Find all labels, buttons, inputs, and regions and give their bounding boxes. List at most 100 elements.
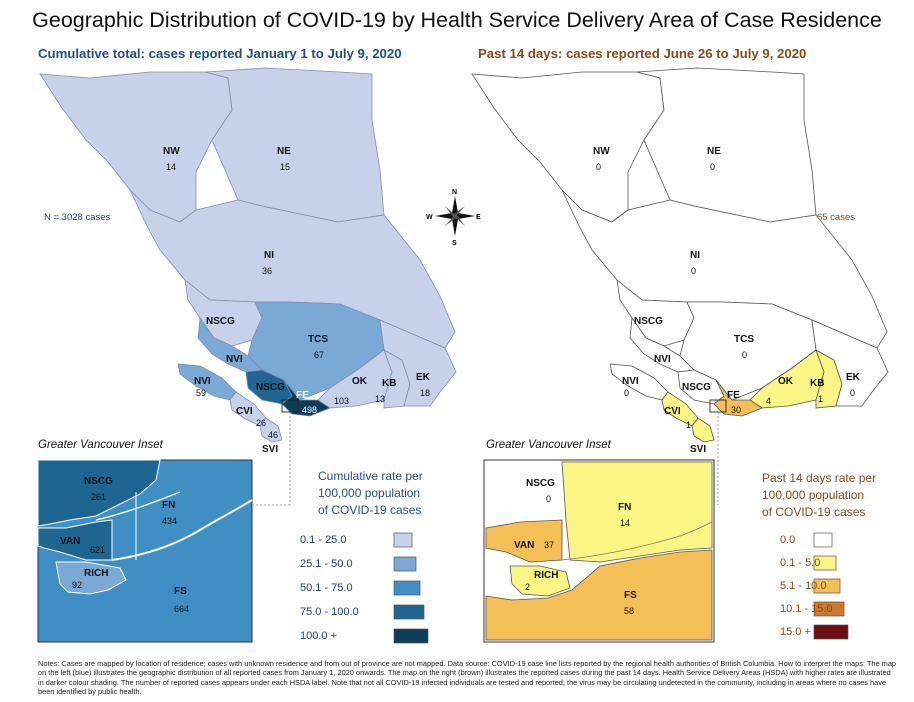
left-value-ek: 18 bbox=[420, 388, 430, 398]
left-region-tcs bbox=[247, 301, 385, 401]
right-label-tcs: TCS bbox=[734, 334, 754, 345]
right-legend-title-line: Past 14 days rate per bbox=[762, 471, 877, 485]
right-label-fe: FE bbox=[727, 390, 740, 401]
right-inset-label-nscg: NSCG bbox=[526, 478, 555, 489]
left-label-nw: NW bbox=[163, 146, 180, 157]
right-value-ne: 0 bbox=[710, 162, 715, 172]
left-value-ne: 15 bbox=[280, 162, 290, 172]
right-region-tcs bbox=[679, 301, 817, 401]
right-value-ni: 0 bbox=[691, 266, 696, 276]
left-inset-value-nscg: 261 bbox=[91, 492, 106, 502]
right-inset-value-van: 37 bbox=[544, 540, 554, 550]
left-legend-label: 75.0 - 100.0 bbox=[300, 606, 359, 618]
right-value-nw: 0 bbox=[596, 162, 601, 172]
right-inset-label-fn: FN bbox=[618, 502, 631, 513]
left-legend-swatch bbox=[393, 604, 425, 620]
right-legend-label: 10.1 - 15.0 bbox=[780, 603, 833, 615]
right-inset-value-rich: 2 bbox=[525, 582, 530, 592]
right-province-map bbox=[471, 67, 889, 443]
left-legend-title-line: 100,000 population bbox=[318, 486, 421, 500]
right-inset-label-fs: FS bbox=[624, 590, 637, 601]
right-value-fe: 30 bbox=[731, 405, 741, 415]
right-inset-van bbox=[485, 519, 563, 563]
right-inset-label-rich: RICH bbox=[534, 570, 558, 581]
compass-s: S bbox=[452, 240, 457, 247]
compass-w: W bbox=[426, 214, 433, 221]
left-legend-label: 50.1 - 75.0 bbox=[300, 582, 353, 594]
left-region-fe bbox=[281, 379, 331, 417]
left-legend-swatches bbox=[393, 532, 429, 644]
left-case-count: N = 3028 cases bbox=[44, 212, 111, 223]
right-value-tcs: 0 bbox=[742, 350, 747, 360]
left-inset-nscg bbox=[37, 459, 161, 527]
compass-icon: N S E W bbox=[426, 189, 481, 247]
right-legend-label: 0.0 bbox=[780, 534, 796, 546]
right-inset-value-fs: 58 bbox=[624, 606, 634, 616]
left-value-kb: 13 bbox=[375, 394, 385, 404]
right-value-nvi: 0 bbox=[624, 388, 629, 398]
left-region-nw bbox=[39, 71, 233, 223]
left-value-nvi: 59 bbox=[196, 388, 206, 398]
left-legend-swatch bbox=[393, 628, 429, 644]
left-label-cvi: CVI bbox=[236, 406, 253, 417]
left-inset-fraser-river bbox=[111, 499, 253, 561]
compass-e: E bbox=[476, 214, 481, 221]
right-legend-label: 5.1 - 10.0 bbox=[780, 580, 827, 592]
right-label-nvi-mainland: NVI bbox=[654, 354, 671, 365]
left-label-nvi: NVI bbox=[194, 376, 211, 387]
right-region-ne bbox=[636, 67, 817, 223]
right-map-subtitle: Past 14 days: cases reported June 26 to … bbox=[478, 46, 807, 61]
left-legend-swatch bbox=[393, 580, 421, 596]
right-region-svi bbox=[691, 417, 715, 443]
page-title: Geographic Distribution of COVID-19 by H… bbox=[32, 8, 882, 32]
right-legend-label: 0.1 - 5.0 bbox=[780, 557, 821, 569]
right-value-ek: 0 bbox=[850, 388, 855, 398]
left-map-labels: NW 14 NE 15 NI 36 NSCG TCS 67 NVI NVI 59… bbox=[163, 146, 431, 455]
right-legend-swatch bbox=[813, 578, 841, 594]
right-inset-title: Greater Vancouver Inset bbox=[486, 439, 611, 451]
right-inset bbox=[483, 459, 715, 643]
left-label-ek: EK bbox=[416, 372, 431, 383]
left-legend-swatch bbox=[393, 556, 417, 572]
left-inset bbox=[37, 459, 253, 643]
right-inset-value-fn: 14 bbox=[620, 518, 630, 528]
right-legend-label: 15.0 + bbox=[780, 626, 811, 638]
left-label-svi: SVI bbox=[262, 444, 278, 455]
left-value-fe: 498 bbox=[302, 405, 317, 415]
left-inset-title: Greater Vancouver Inset bbox=[38, 439, 163, 451]
left-region-ne bbox=[204, 67, 385, 223]
right-legend-title-line: of COVID-19 cases bbox=[762, 505, 866, 519]
left-province-map bbox=[39, 67, 457, 443]
left-label-kb: KB bbox=[382, 378, 396, 389]
right-inset-rich bbox=[509, 565, 571, 597]
right-value-ok: 4 bbox=[766, 396, 771, 406]
left-legend-swatch bbox=[393, 532, 413, 548]
left-legend-title-line: of COVID-19 cases bbox=[318, 503, 422, 517]
left-region-nscg bbox=[184, 279, 263, 347]
left-inset-label-fs: FS bbox=[174, 586, 187, 597]
left-label-nscg: NSCG bbox=[206, 316, 235, 327]
right-label-ne: NE bbox=[707, 146, 721, 157]
left-label-nscg-coast: NSCG bbox=[256, 382, 285, 393]
right-legend-swatches bbox=[813, 532, 849, 640]
left-inset-label-fn: FN bbox=[162, 500, 175, 511]
left-region-svi bbox=[259, 417, 283, 443]
left-label-fe: FE bbox=[296, 390, 309, 401]
footnotes: Notes: Cases are mapped by location of r… bbox=[38, 659, 897, 697]
left-label-tcs: TCS bbox=[308, 334, 328, 345]
right-legend-swatch bbox=[813, 601, 845, 617]
right-case-count: N = 165 cases bbox=[794, 212, 855, 223]
compass-n: N bbox=[452, 189, 457, 196]
left-inset-value-rich: 92 bbox=[72, 580, 82, 590]
right-label-nscg-coast: NSCG bbox=[682, 382, 711, 393]
left-label-ne: NE bbox=[277, 146, 291, 157]
right-region-nscg bbox=[616, 279, 695, 347]
left-inset-van bbox=[37, 519, 113, 561]
right-label-ok: OK bbox=[778, 376, 794, 387]
right-inset-fn bbox=[561, 461, 713, 563]
left-inset-label-van: VAN bbox=[60, 536, 80, 547]
left-inset-value-fn: 434 bbox=[162, 516, 177, 526]
left-inset-rich bbox=[55, 561, 127, 595]
left-value-ni: 36 bbox=[262, 266, 272, 276]
